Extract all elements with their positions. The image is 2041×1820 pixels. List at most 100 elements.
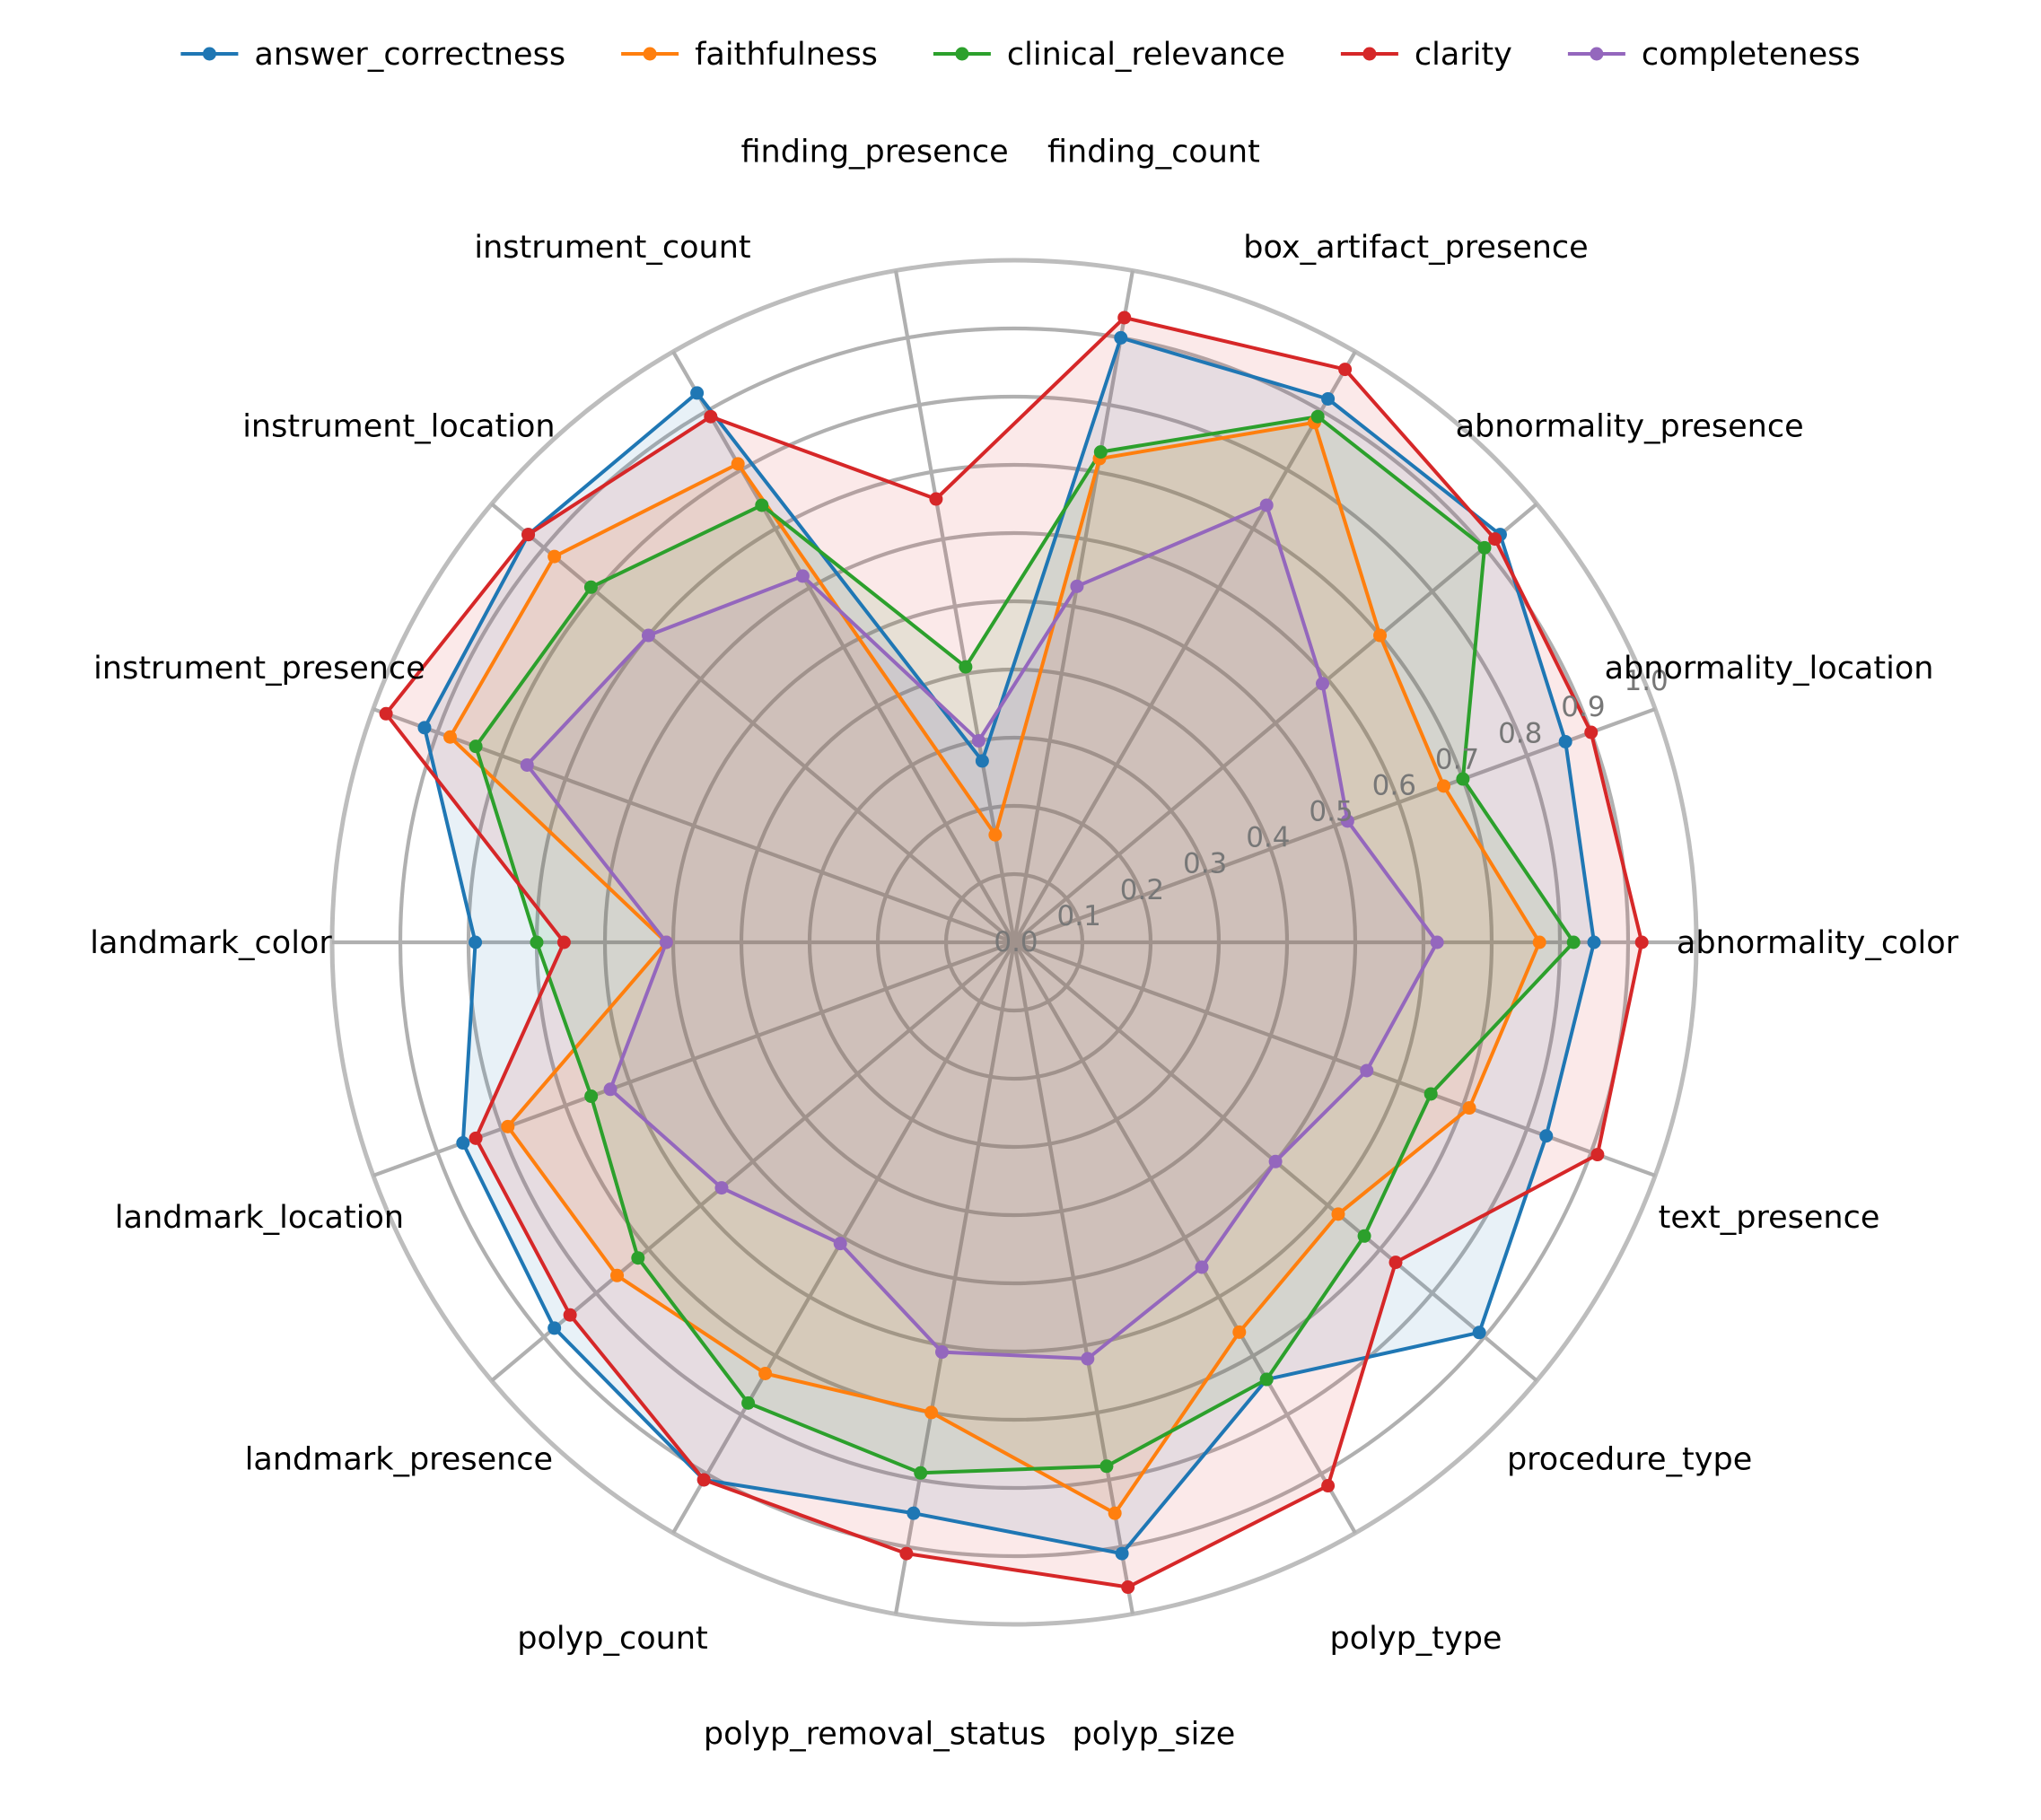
data-point-clinical-relevance-abnormality-presence <box>1477 540 1492 555</box>
category-label-instrument-location: instrument_location <box>242 409 555 445</box>
radial-tick-label-0-1: 0.1 <box>1057 900 1101 932</box>
data-point-clinical-relevance-polyp-removal-status <box>914 1466 928 1480</box>
category-label-landmark-presence: landmark_presence <box>245 1441 553 1477</box>
data-point-completeness-abnormality-location <box>1340 814 1354 828</box>
category-label-abnormality-location: abnormality_location <box>1605 651 1934 687</box>
spoke-landmark-presence <box>490 941 1016 1383</box>
data-point-clinical-relevance-finding-presence <box>959 660 973 674</box>
category-label-instrument-count: instrument_count <box>474 230 750 266</box>
category-label-instrument-presence: instrument_presence <box>93 651 425 687</box>
data-point-clinical-relevance-polyp-type <box>1259 1372 1274 1387</box>
data-point-answer-correctness-polyp-removal-status <box>907 1506 921 1520</box>
category-label-procedure-type: procedure_type <box>1507 1441 1752 1477</box>
data-point-faithfulness-polyp-type <box>1232 1325 1247 1339</box>
data-point-clarity-polyp-size <box>1121 1580 1135 1595</box>
data-point-clinical-relevance-landmark-presence <box>631 1251 645 1265</box>
radial-tick-label-0-7: 0.7 <box>1435 743 1479 775</box>
data-point-answer-correctness-procedure-type <box>1472 1326 1486 1340</box>
data-point-completeness-landmark-presence <box>714 1181 729 1195</box>
data-point-clinical-relevance-abnormality-color <box>1566 935 1581 949</box>
data-point-faithfulness-polyp-removal-status <box>924 1405 939 1420</box>
data-point-answer-correctness-abnormality-location <box>1558 734 1572 748</box>
data-point-faithfulness-procedure-type <box>1331 1207 1345 1221</box>
category-label-polyp-type: polyp_type <box>1330 1621 1502 1657</box>
data-point-clarity-landmark-location <box>469 1131 483 1145</box>
category-label-abnormality-presence: abnormality_presence <box>1456 409 1804 445</box>
legend-swatch-marker <box>1362 47 1377 61</box>
series-area-clinical-relevance <box>476 416 1574 1474</box>
data-point-clarity-polyp-count <box>696 1473 711 1487</box>
category-label-abnormality-color: abnormality_color <box>1677 925 1959 961</box>
data-point-clinical-relevance-polyp-count <box>741 1396 756 1410</box>
data-point-answer-correctness-abnormality-color <box>1587 935 1601 949</box>
data-point-completeness-polyp-size <box>1081 1352 1095 1366</box>
legend-label: clarity <box>1415 37 1512 73</box>
data-point-clinical-relevance-abnormality-location <box>1456 772 1470 786</box>
spoke-abnormality-location <box>1013 707 1656 944</box>
data-point-faithfulness-abnormality-location <box>1436 779 1450 793</box>
legend-item-completeness: completeness <box>1567 37 1861 73</box>
data-point-clinical-relevance-landmark-location <box>584 1089 599 1104</box>
spoke-instrument-count <box>671 350 1016 944</box>
data-point-faithfulness-landmark-location <box>501 1119 515 1133</box>
data-point-faithfulness-instrument-location <box>547 549 562 564</box>
data-point-completeness-finding-count <box>1070 579 1084 593</box>
legend-label: faithfulness <box>695 37 878 73</box>
data-point-faithfulness-polyp-count <box>758 1366 773 1380</box>
series-area-faithfulness <box>450 422 1540 1514</box>
radial-tick-label-0-8: 0.8 <box>1498 717 1542 749</box>
data-point-completeness-instrument-presence <box>520 757 534 772</box>
data-point-faithfulness-abnormality-color <box>1532 935 1546 949</box>
category-label-polyp-removal-status: polyp_removal_status <box>704 1716 1046 1752</box>
spoke-finding-count <box>1012 270 1135 943</box>
spoke-polyp-size <box>1012 941 1135 1614</box>
data-point-clarity-procedure-type <box>1388 1256 1403 1270</box>
legend-swatch-marker <box>202 47 216 61</box>
spoke-abnormality-presence <box>1012 502 1538 944</box>
data-point-clarity-instrument-location <box>521 528 536 542</box>
category-label-finding-presence: finding_presence <box>740 135 1008 171</box>
data-point-clinical-relevance-landmark-color <box>530 935 544 949</box>
data-point-completeness-text-presence <box>1360 1063 1374 1078</box>
data-point-clarity-landmark-color <box>556 935 571 949</box>
data-point-clarity-abnormality-color <box>1634 935 1649 949</box>
spoke-polyp-removal-status <box>893 941 1017 1614</box>
radial-tick-labels: 0.0 0.1 0.2 0.3 0.4 0.5 0.6 0.7 0.8 0.9 1.0 <box>994 665 1668 958</box>
data-point-clarity-instrument-presence <box>379 706 393 721</box>
data-point-faithfulness-finding-presence <box>988 827 1003 842</box>
data-point-completeness-abnormality-color <box>1430 935 1444 949</box>
data-point-clarity-polyp-type <box>1321 1479 1336 1493</box>
data-point-faithfulness-instrument-presence <box>443 730 458 744</box>
data-point-faithfulness-landmark-presence <box>610 1268 625 1282</box>
radial-tick-label-0-3: 0.3 <box>1183 848 1227 880</box>
series-points <box>379 311 1649 1595</box>
data-point-clinical-relevance-text-presence <box>1423 1087 1438 1101</box>
radial-tick-label-0-4: 0.4 <box>1246 822 1290 854</box>
data-point-completeness-landmark-color <box>659 935 673 949</box>
data-point-completeness-polyp-removal-status <box>934 1345 949 1360</box>
legend-item-clarity: clarity <box>1340 37 1512 73</box>
data-point-completeness-landmark-location <box>603 1082 618 1097</box>
data-point-clinical-relevance-procedure-type <box>1357 1229 1371 1243</box>
legend-swatch-marker <box>643 47 657 61</box>
category-label-polyp-count: polyp_count <box>517 1621 708 1657</box>
category-label-polyp-size: polyp_size <box>1073 1716 1236 1752</box>
data-point-clarity-abnormality-location <box>1584 725 1599 739</box>
spoke-polyp-count <box>671 941 1016 1535</box>
data-point-clarity-finding-count <box>1117 311 1132 325</box>
category-label-landmark-color: landmark_color <box>90 925 332 961</box>
data-point-clarity-text-presence <box>1590 1148 1605 1162</box>
series-area-completeness <box>527 504 1438 1359</box>
radial-tick-label-1-0: 1.0 <box>1624 665 1668 697</box>
data-point-answer-correctness-instrument-count <box>690 386 705 400</box>
data-point-answer-correctness-landmark-color <box>469 935 483 949</box>
category-label-landmark-location: landmark_location <box>115 1200 404 1236</box>
spoke-polyp-type <box>1012 941 1357 1535</box>
radial-tick-label-0-9: 0.9 <box>1561 691 1605 723</box>
radial-tick-label-0-0: 0.0 <box>994 926 1038 958</box>
data-point-faithfulness-text-presence <box>1462 1101 1476 1116</box>
data-point-clinical-relevance-polyp-size <box>1099 1459 1114 1474</box>
data-point-clinical-relevance-instrument-presence <box>469 739 483 754</box>
category-label-box-artifact-presence: box_artifact_presence <box>1243 230 1588 266</box>
